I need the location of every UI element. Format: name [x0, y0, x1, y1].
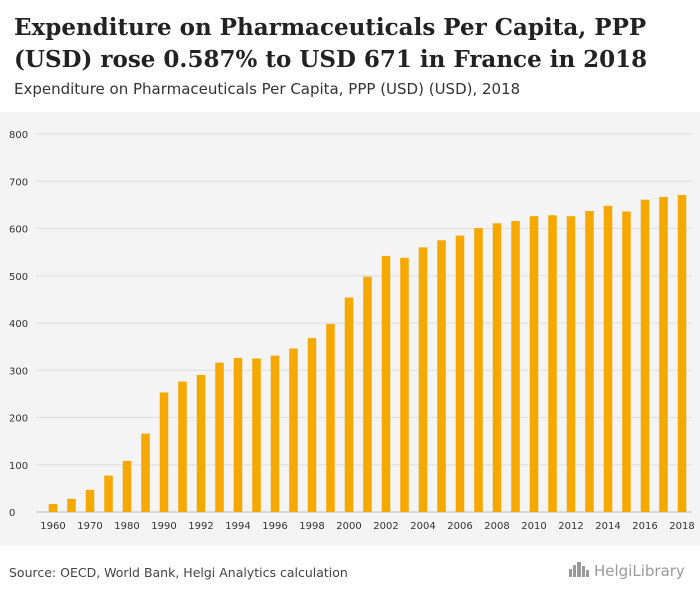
x-tick-label: 2004	[410, 521, 435, 532]
y-tick-label: 100	[9, 461, 28, 472]
bar-2018	[677, 194, 687, 512]
y-tick-label: 800	[9, 130, 28, 141]
y-tick-label: 200	[9, 414, 28, 425]
bar-2014	[603, 205, 613, 512]
bar-2005	[437, 240, 446, 512]
x-tick-label: 1992	[188, 521, 213, 532]
chart-subtitle: Expenditure on Pharmaceuticals Per Capit…	[14, 80, 521, 98]
x-tick-label: 2018	[669, 521, 694, 532]
x-tick-label: 2012	[558, 521, 583, 532]
bar-1994	[233, 357, 243, 512]
x-tick-label: 2002	[373, 521, 398, 532]
y-tick-label: 600	[9, 225, 28, 236]
x-tick-label: 1980	[114, 521, 139, 532]
x-tick-label: 2016	[632, 521, 657, 532]
bar-2003	[400, 257, 409, 512]
bar-2009	[511, 220, 520, 512]
bar-2016	[640, 199, 650, 512]
bar-1998	[307, 338, 317, 512]
x-tick-label: 2010	[521, 521, 546, 532]
chart-area: 0 100 200 300 400 500 600 700 800 1960 1970 1980 199…	[0, 112, 700, 546]
bar-1995	[252, 358, 261, 512]
bar-1980	[122, 460, 132, 512]
x-tick-label: 2014	[595, 521, 620, 532]
bar-1993	[215, 362, 224, 512]
bar-2004	[418, 247, 428, 512]
helgi-library-logo: HelgiLibrary	[568, 561, 685, 581]
y-tick-label: 700	[9, 177, 28, 188]
bar-2013	[585, 211, 594, 512]
bar-1985	[141, 433, 150, 512]
bar-chart: 0 100 200 300 400 500 600 700 800 1960 1970 1980 199…	[9, 130, 695, 532]
bar-2011	[548, 215, 557, 512]
bar-2010	[529, 216, 539, 512]
y-tick-label: 0	[9, 508, 15, 519]
bar-1999	[326, 323, 335, 512]
bar-1997	[289, 348, 298, 512]
bar-2012	[566, 216, 576, 512]
y-tick-label: 300	[9, 366, 28, 377]
bar-1996	[270, 355, 280, 512]
bar-1960	[48, 503, 58, 512]
bar-2015	[622, 211, 631, 512]
bar-2002	[381, 255, 391, 512]
city-skyline-icon	[568, 561, 590, 581]
chart-title: Expenditure on Pharmaceuticals Per Capit…	[14, 14, 648, 73]
x-tick-label: 1970	[77, 521, 102, 532]
x-tick-label: 1990	[151, 521, 176, 532]
bar-1962	[67, 498, 76, 512]
y-tick-label: 400	[9, 319, 28, 330]
bar-2000	[344, 297, 354, 512]
logo-text: HelgiLibrary	[594, 562, 685, 580]
bar-1970	[85, 489, 95, 512]
bar-2017	[659, 196, 668, 512]
x-tick-label: 1996	[262, 521, 287, 532]
x-tick-label: 1998	[299, 521, 324, 532]
y-tick-label: 500	[9, 272, 28, 283]
x-tick-label: 1994	[225, 521, 250, 532]
bar-1990	[159, 392, 169, 512]
x-tick-label: 1960	[40, 521, 65, 532]
source-note: Source: OECD, World Bank, Helgi Analytic…	[9, 565, 348, 580]
bar-2007	[474, 228, 483, 512]
bar-2008	[492, 223, 502, 512]
x-tick-label: 2006	[447, 521, 472, 532]
x-tick-label: 2000	[336, 521, 361, 532]
bar-1991	[178, 381, 187, 512]
bar-2001	[363, 276, 372, 512]
bar-1974	[104, 475, 113, 512]
bar-1992	[196, 374, 206, 512]
bar-2006	[455, 235, 465, 512]
x-tick-label: 2008	[484, 521, 509, 532]
